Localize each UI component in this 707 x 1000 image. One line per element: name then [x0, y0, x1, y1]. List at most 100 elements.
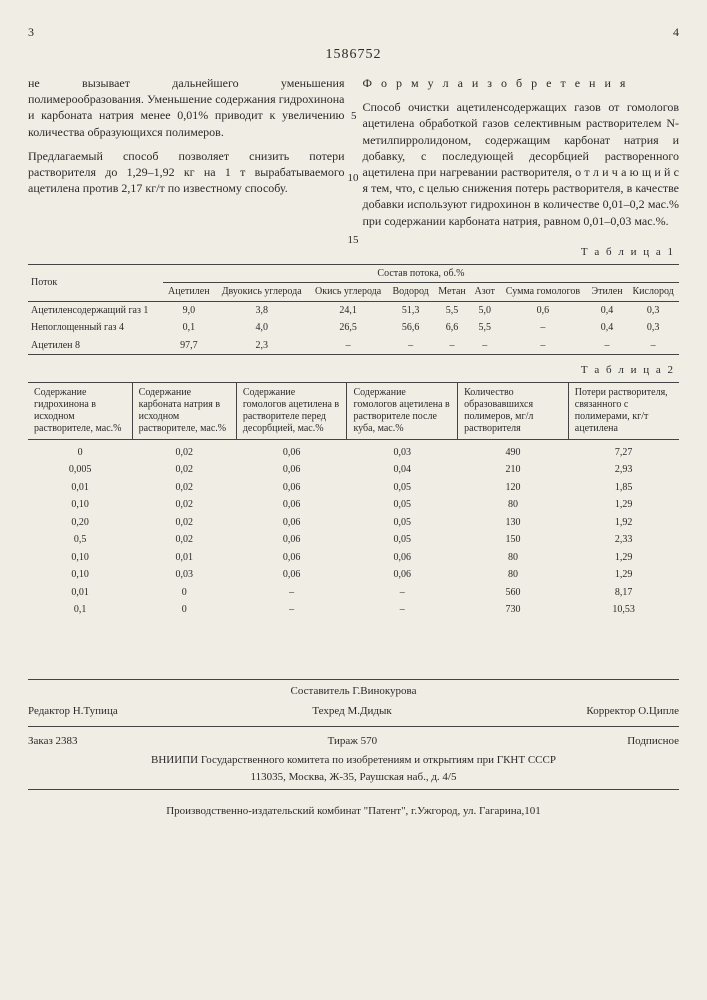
t2-h2: Содержание гомологов ацетилена в раствор…	[236, 382, 347, 439]
t1-cell: 0,3	[627, 319, 679, 337]
footer-org2: Производственно-издательский комбинат "П…	[28, 804, 679, 819]
t1-col-5: Азот	[470, 283, 499, 302]
t1-cell: –	[627, 337, 679, 355]
table-row: 0,0050,020,060,042102,93	[28, 461, 679, 479]
page-number-row: 3 4	[28, 24, 679, 40]
footer: Составитель Г.Винокурова Редактор Н.Тупи…	[28, 679, 679, 819]
t1-cell: 97,7	[163, 337, 215, 355]
t2-cell: 0,05	[347, 514, 458, 532]
t2-cell: 0,06	[236, 461, 347, 479]
two-column-body: не вызывает дальнейшего уменьшения полим…	[28, 75, 679, 237]
t1-cell: –	[499, 337, 587, 355]
t1-row-label: Ацетилен 8	[28, 337, 163, 355]
table-row: 0,100,020,060,05801,29	[28, 496, 679, 514]
t2-cell: 0,04	[347, 461, 458, 479]
document-number: 1586752	[28, 46, 679, 65]
t2-cell: 0,06	[236, 514, 347, 532]
footer-compiler: Составитель Г.Винокурова	[28, 684, 679, 699]
t1-cell: 56,6	[388, 319, 434, 337]
t1-stream-header: Поток	[28, 264, 163, 301]
t1-cell: 0,6	[499, 301, 587, 319]
t1-cell: 0,1	[163, 319, 215, 337]
t2-cell: 120	[458, 479, 569, 497]
t2-cell: 0,005	[28, 461, 132, 479]
t2-cell: 0,06	[236, 566, 347, 584]
t1-cell: –	[309, 337, 388, 355]
t2-cell: 0,03	[347, 439, 458, 461]
t1-cell: –	[587, 337, 628, 355]
t1-cell: 9,0	[163, 301, 215, 319]
page-num-right: 4	[673, 24, 679, 40]
right-para-1: Способ очистки ацетиленсодержащих газов …	[363, 99, 680, 229]
t2-cell: 0,05	[347, 531, 458, 549]
t2-h0: Содержание гидрохинона в исходном раство…	[28, 382, 132, 439]
t1-row-label: Непоглощенный газ 4	[28, 319, 163, 337]
t2-cell: 0	[132, 584, 236, 602]
footer-editor: Редактор Н.Тупица	[28, 704, 118, 719]
table-row: 0,10––73010,53	[28, 601, 679, 619]
t2-cell: 0,06	[236, 531, 347, 549]
right-column: Ф о р м у л а и з о б р е т е н и я Спос…	[363, 75, 680, 237]
t1-cell: 5,5	[470, 319, 499, 337]
t1-cell: 2,3	[215, 337, 309, 355]
t2-cell: 150	[458, 531, 569, 549]
t1-cell: –	[388, 337, 434, 355]
t2-cell: 1,85	[568, 479, 679, 497]
table1: Поток Состав потока, об.% Ацетилен Двуок…	[28, 264, 679, 356]
t2-cell: 0,02	[132, 514, 236, 532]
t2-cell: 80	[458, 549, 569, 567]
line-ref-15: 15	[348, 233, 359, 248]
table1-body: Ацетиленсодержащий газ 19,03,824,151,35,…	[28, 301, 679, 355]
t2-cell: 0,05	[347, 479, 458, 497]
t1-col-7: Этилен	[587, 283, 628, 302]
t2-cell: 0,06	[347, 566, 458, 584]
t2-h3: Содержание гомологов ацетилена в раствор…	[347, 382, 458, 439]
t1-cell: 26,5	[309, 319, 388, 337]
table-row: 0,010,020,060,051201,85	[28, 479, 679, 497]
t2-cell: 0,01	[28, 584, 132, 602]
t2-cell: 730	[458, 601, 569, 619]
table-row: Ацетиленсодержащий газ 19,03,824,151,35,…	[28, 301, 679, 319]
t2-cell: 130	[458, 514, 569, 532]
t2-cell: 0,5	[28, 531, 132, 549]
table-row: 0,100,010,060,06801,29	[28, 549, 679, 567]
t2-cell: 7,27	[568, 439, 679, 461]
t1-col-8: Кислород	[627, 283, 679, 302]
t2-cell: 0,03	[132, 566, 236, 584]
t2-cell: 0,20	[28, 514, 132, 532]
page-num-left: 3	[28, 24, 34, 40]
t2-cell: 0,10	[28, 566, 132, 584]
table2-body: 00,020,060,034907,270,0050,020,060,04210…	[28, 439, 679, 619]
t2-cell: 0,01	[28, 479, 132, 497]
line-ref-10: 10	[348, 171, 359, 186]
t2-h4: Количество образовавшихся полимеров, мг/…	[458, 382, 569, 439]
t1-col-4: Метан	[434, 283, 471, 302]
table2-head: Содержание гидрохинона в исходном раство…	[28, 382, 679, 439]
footer-corrector: Корректор О.Ципле	[586, 704, 679, 719]
t1-cell: 3,8	[215, 301, 309, 319]
t2-cell: 1,92	[568, 514, 679, 532]
table1-head: Поток Состав потока, об.% Ацетилен Двуок…	[28, 264, 679, 301]
t2-cell: 80	[458, 566, 569, 584]
t2-cell: 0	[28, 439, 132, 461]
footer-sub: Подписное	[627, 734, 679, 749]
table-row: 0,50,020,060,051502,33	[28, 531, 679, 549]
t2-cell: 1,29	[568, 549, 679, 567]
t1-group-header: Состав потока, об.%	[163, 264, 679, 283]
t1-cell: 24,1	[309, 301, 388, 319]
t1-cell: –	[499, 319, 587, 337]
t1-cell: 6,6	[434, 319, 471, 337]
t2-cell: –	[347, 584, 458, 602]
table-row: 00,020,060,034907,27	[28, 439, 679, 461]
table-row: Ацетилен 897,72,3–––––––	[28, 337, 679, 355]
footer-order: Заказ 2383	[28, 734, 78, 749]
t2-h1: Содержание карбоната натрия в исходном р…	[132, 382, 236, 439]
table-row: Непоглощенный газ 40,14,026,556,66,65,5–…	[28, 319, 679, 337]
table2: Содержание гидрохинона в исходном раство…	[28, 382, 679, 619]
t1-cell: 5,5	[434, 301, 471, 319]
t2-cell: 0,02	[132, 531, 236, 549]
t2-cell: –	[236, 601, 347, 619]
t2-cell: 0,02	[132, 439, 236, 461]
t2-cell: 2,93	[568, 461, 679, 479]
t1-cell: 4,0	[215, 319, 309, 337]
